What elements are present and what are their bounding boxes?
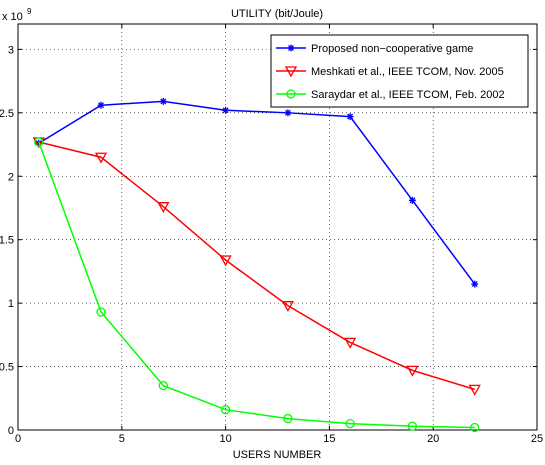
legend-swatch-marker [284,66,298,78]
x-tick-label: 15 [323,433,335,445]
axes-box [17,23,538,431]
legend-label: Proposed non−cooperative game [311,43,473,55]
x-axis-label: USERS NUMBER [233,449,322,461]
data-point [407,421,418,431]
x-tick-label: 5 [119,433,125,445]
y-exponent-power: 9 [27,7,32,16]
x-tick-label: 10 [219,433,231,445]
series-line-3 [38,141,475,429]
legend-label: Saraydar et al., IEEE TCOM, Feb. 2002 [311,89,505,101]
data-point [34,137,44,147]
data-point [470,422,480,433]
x-tick-label: 25 [531,433,543,445]
data-point [219,255,232,267]
data-point [468,384,481,396]
y-tick-label: 1 [8,298,14,310]
data-point [284,109,292,117]
data-series [32,97,481,433]
data-point [94,152,108,164]
legend-label: Meshkati et al., IEEE TCOM, Nov. 2005 [311,66,504,78]
data-point [157,202,170,214]
legend-box [270,34,529,108]
chart-title: UTILITY (bit/Joule) [231,8,323,20]
data-point [408,196,416,204]
data-point [97,101,105,109]
data-point [283,413,293,424]
y-tick-label: 2 [8,171,14,183]
data-point [96,307,106,317]
data-point [220,405,231,415]
data-point [346,113,354,121]
data-point [158,380,168,391]
x-tick-label: 20 [427,433,439,445]
data-point [344,337,357,349]
legend-swatch-marker [287,44,295,52]
x-tick-label: 0 [15,433,21,445]
y-exponent-label: x 10 [2,11,23,23]
data-point [281,301,294,313]
series-line-2 [38,141,475,391]
y-tick-label: 2.5 [0,108,14,120]
data-point [406,365,419,377]
data-point [471,280,479,288]
y-tick-label: 0.5 [0,362,14,374]
legend: Proposed non−cooperative game Meshkati et… [270,34,529,108]
y-tick-label: 0 [8,425,14,437]
data-point [159,97,167,105]
data-point [222,106,230,114]
axis-ticks: 0 5 10 15 20 25 0 0.5 1 1.5 2 2.5 3 [0,24,543,445]
data-point [345,419,355,429]
y-tick-label: 3 [8,44,14,56]
y-tick-label: 1.5 [0,235,14,247]
series-line-1 [38,100,476,285]
legend-swatch-marker [286,89,296,99]
